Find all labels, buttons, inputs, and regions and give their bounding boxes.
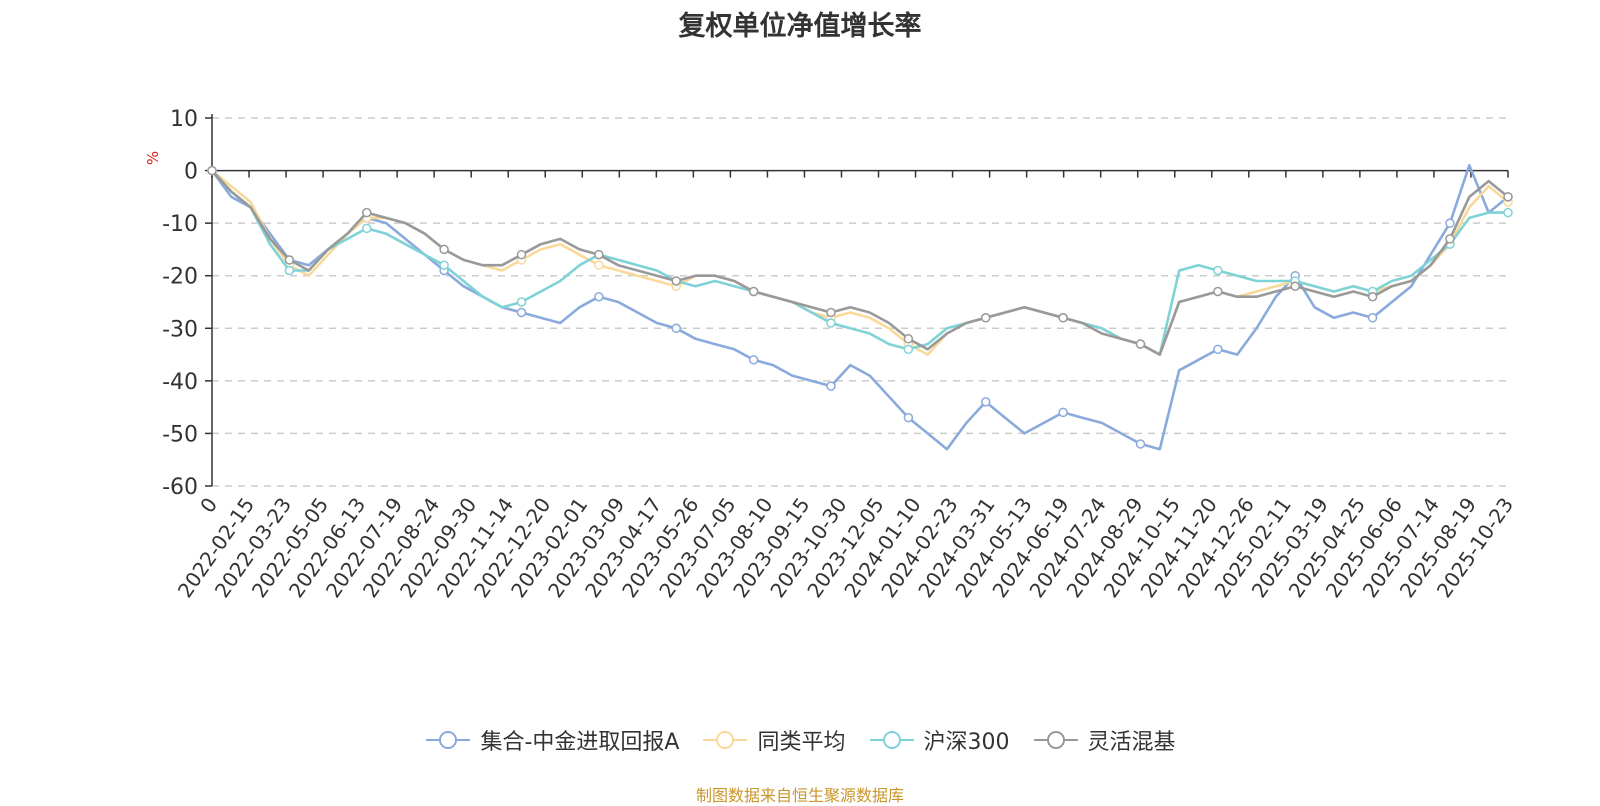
legend-series-icon [426, 731, 471, 749]
legend-series-icon [1033, 731, 1078, 749]
data-point [284, 255, 295, 265]
data-point [594, 260, 604, 270]
data-point [516, 249, 527, 260]
legend-label: 沪深300 [923, 730, 1010, 755]
data-point [361, 207, 372, 218]
data-point [439, 244, 449, 255]
legend-label: 集合-中金进取回报A [480, 730, 680, 755]
data-point [1445, 234, 1455, 244]
series-line-0 [210, 164, 1509, 451]
legend-label: 同类平均 [757, 730, 846, 755]
data-point [207, 165, 217, 176]
data-point [826, 307, 836, 318]
data-point [516, 297, 527, 307]
y-tick-label: 10 [170, 107, 198, 132]
data-point [826, 318, 836, 328]
legend-item-3[interactable]: 灵活混基 [1032, 724, 1176, 756]
data-point [1213, 344, 1223, 355]
y-tick-label: -60 [162, 475, 198, 500]
legend-item-1[interactable]: 同类平均 [701, 724, 846, 756]
series-line-3 [211, 169, 1509, 356]
chart-title: 复权单位净值增长率 [678, 11, 922, 42]
data-point [1058, 407, 1068, 418]
data-point [1135, 339, 1146, 349]
data-point [903, 344, 914, 355]
data-point [748, 355, 759, 365]
data-point [594, 249, 604, 260]
data-point [1503, 192, 1513, 202]
y-tick-label: -50 [162, 422, 198, 447]
gridlines [212, 117, 1508, 487]
data-point [1135, 439, 1146, 449]
axes [205, 114, 1509, 487]
data-point [671, 323, 681, 334]
tick-labels: 100-10-20-30-40-50-60%02022-02-152022-03… [144, 107, 1518, 602]
data-point [1213, 265, 1223, 276]
data-point [284, 265, 295, 276]
series-line-2 [211, 169, 1508, 356]
data-point [980, 313, 991, 323]
series-lines [207, 164, 1513, 451]
source-note: 制图数据来自恒生聚源数据库 [695, 786, 904, 805]
data-point [1213, 286, 1223, 297]
legend-item-0[interactable]: 集合-中金进取回报A [424, 724, 679, 756]
legend-item-2[interactable]: 沪深300 [868, 724, 1010, 756]
y-tick-label: -40 [162, 370, 198, 395]
legend-series-icon [869, 731, 914, 749]
y-tick-label: 0 [184, 160, 198, 185]
line-chart: 100-10-20-30-40-50-60%02022-02-152022-03… [144, 107, 1518, 602]
x-tick-label: 0 [195, 493, 222, 517]
data-point [903, 334, 914, 344]
legend-series-icon [703, 731, 748, 749]
data-point [748, 286, 759, 297]
data-point [1367, 313, 1378, 323]
series-line-1 [211, 169, 1509, 356]
data-point [594, 291, 604, 302]
data-point [439, 260, 449, 270]
legend-label: 灵活混基 [1087, 730, 1176, 755]
legend: 集合-中金进取回报A 同类平均 沪深300 灵活混基 [0, 724, 1600, 756]
data-point [1503, 207, 1513, 218]
data-point [516, 307, 527, 318]
data-point [826, 381, 836, 391]
data-point [1367, 291, 1378, 302]
y-tick-label: -10 [162, 212, 198, 237]
data-point [671, 276, 681, 286]
data-point [903, 412, 914, 423]
data-point [1290, 281, 1300, 291]
y-tick-label: -30 [162, 317, 198, 342]
data-point [980, 397, 991, 407]
data-point [1058, 313, 1068, 323]
data-point [1445, 218, 1455, 228]
y-axis-unit-label: % [144, 151, 162, 165]
data-point [361, 223, 372, 234]
y-tick-label: -20 [162, 265, 198, 290]
